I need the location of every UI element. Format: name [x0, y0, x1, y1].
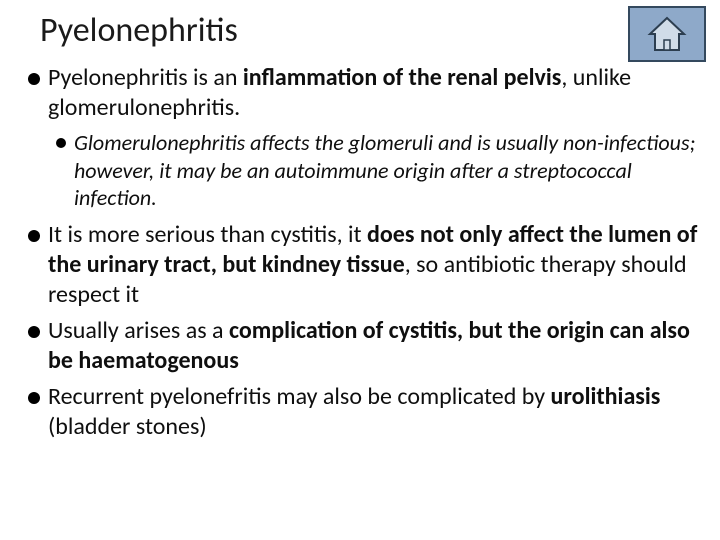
bullet-marker-icon — [28, 230, 40, 242]
bullet-level2: Glomerulonephritis affects the glomeruli… — [56, 129, 700, 212]
bullet-marker-icon — [28, 326, 40, 338]
slide-title: Pyelonephritis — [40, 10, 700, 51]
bullet-text: It is more serious than cystitis, it doe… — [48, 220, 700, 310]
content-area: Pyelonephritis is an inflammation of the… — [20, 63, 700, 442]
bullet-level1: Usually arises as a complication of cyst… — [28, 316, 700, 376]
bullet-text: Usually arises as a complication of cyst… — [48, 316, 700, 376]
bullet-text: Glomerulonephritis affects the glomeruli… — [74, 129, 700, 212]
slide: Pyelonephritis Pyelonephritis is an infl… — [0, 0, 720, 540]
bullet-level1: Pyelonephritis is an inflammation of the… — [28, 63, 700, 123]
home-icon — [644, 14, 690, 54]
bullet-marker-icon — [28, 73, 40, 85]
bullet-text: Recurrent pyelonefritis may also be comp… — [48, 382, 700, 442]
bullet-text: Pyelonephritis is an inflammation of the… — [48, 63, 700, 123]
bullet-level1: Recurrent pyelonefritis may also be comp… — [28, 382, 700, 442]
home-button[interactable] — [628, 6, 706, 62]
bullet-level1: It is more serious than cystitis, it doe… — [28, 220, 700, 310]
bullet-marker-icon — [56, 138, 66, 148]
bullet-marker-icon — [28, 392, 40, 404]
